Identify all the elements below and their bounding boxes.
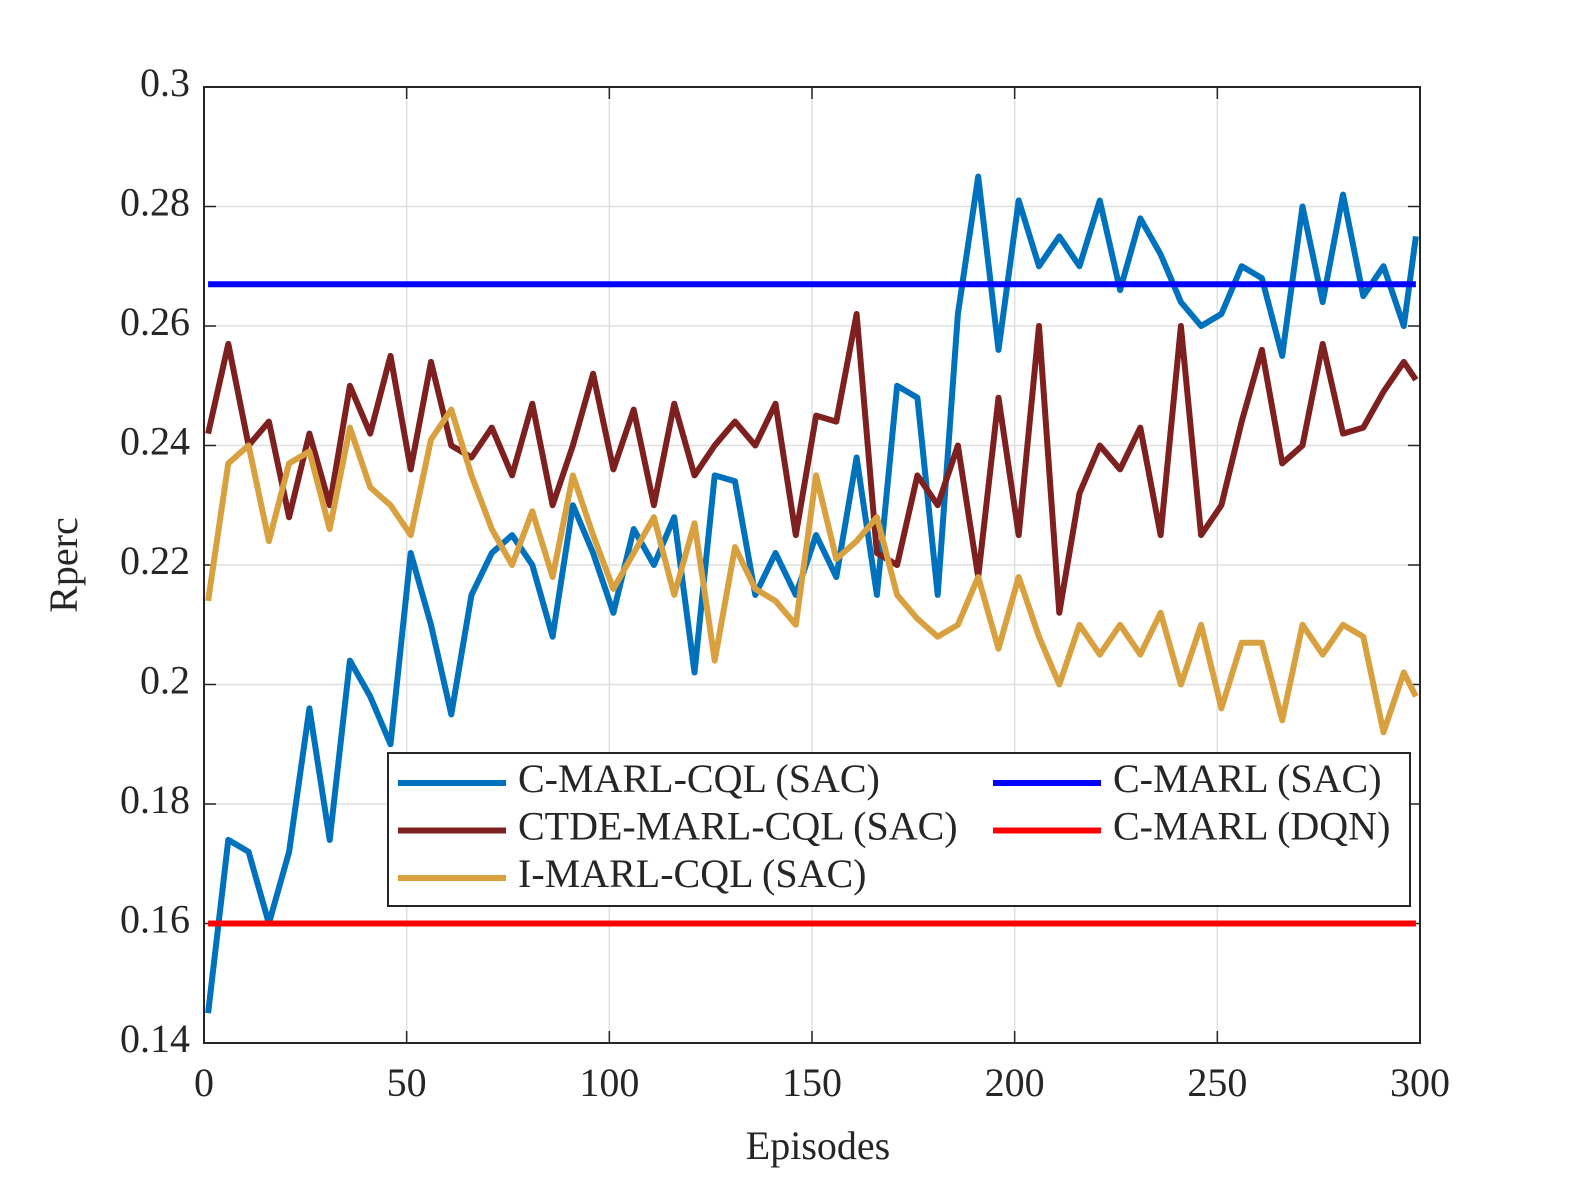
y-tick-label: 0.16 <box>120 897 190 942</box>
legend-label: C-MARL (SAC) <box>1113 756 1382 801</box>
y-tick-label: 0.22 <box>120 538 190 583</box>
legend-label: C-MARL (DQN) <box>1113 804 1390 849</box>
x-tick-label: 150 <box>782 1060 842 1105</box>
legend-label: I-MARL-CQL (SAC) <box>518 851 867 896</box>
series-line <box>205 406 1419 736</box>
y-tick-label: 0.26 <box>120 299 190 344</box>
y-tick-label: 0.18 <box>120 777 190 822</box>
x-tick-label: 100 <box>579 1060 639 1105</box>
x-tick-label: 200 <box>985 1060 1045 1105</box>
legend-label: C-MARL-CQL (SAC) <box>518 756 880 801</box>
legend-box <box>387 752 1411 907</box>
y-tick-label: 0.24 <box>120 419 190 464</box>
x-tick-label: 250 <box>1187 1060 1247 1105</box>
x-tick-label: 300 <box>1390 1060 1450 1105</box>
y-tick-label: 0.3 <box>140 60 190 105</box>
y-tick-label: 0.14 <box>120 1016 190 1061</box>
y-tick-label: 0.28 <box>120 180 190 225</box>
x-axis-label: Episodes <box>746 1123 890 1168</box>
x-tick-label: 50 <box>387 1060 427 1105</box>
y-axis-label: Rperc <box>41 517 86 613</box>
legend: C-MARL-CQL (SAC)CTDE-MARL-CQL (SAC)I-MAR… <box>387 752 1411 907</box>
series-line <box>205 173 1419 1014</box>
series-line <box>205 311 1419 616</box>
plot-frame <box>203 86 1421 1044</box>
y-tick-label: 0.2 <box>140 658 190 703</box>
legend-label: CTDE-MARL-CQL (SAC) <box>518 804 958 849</box>
x-tick-label: 0 <box>194 1060 214 1105</box>
